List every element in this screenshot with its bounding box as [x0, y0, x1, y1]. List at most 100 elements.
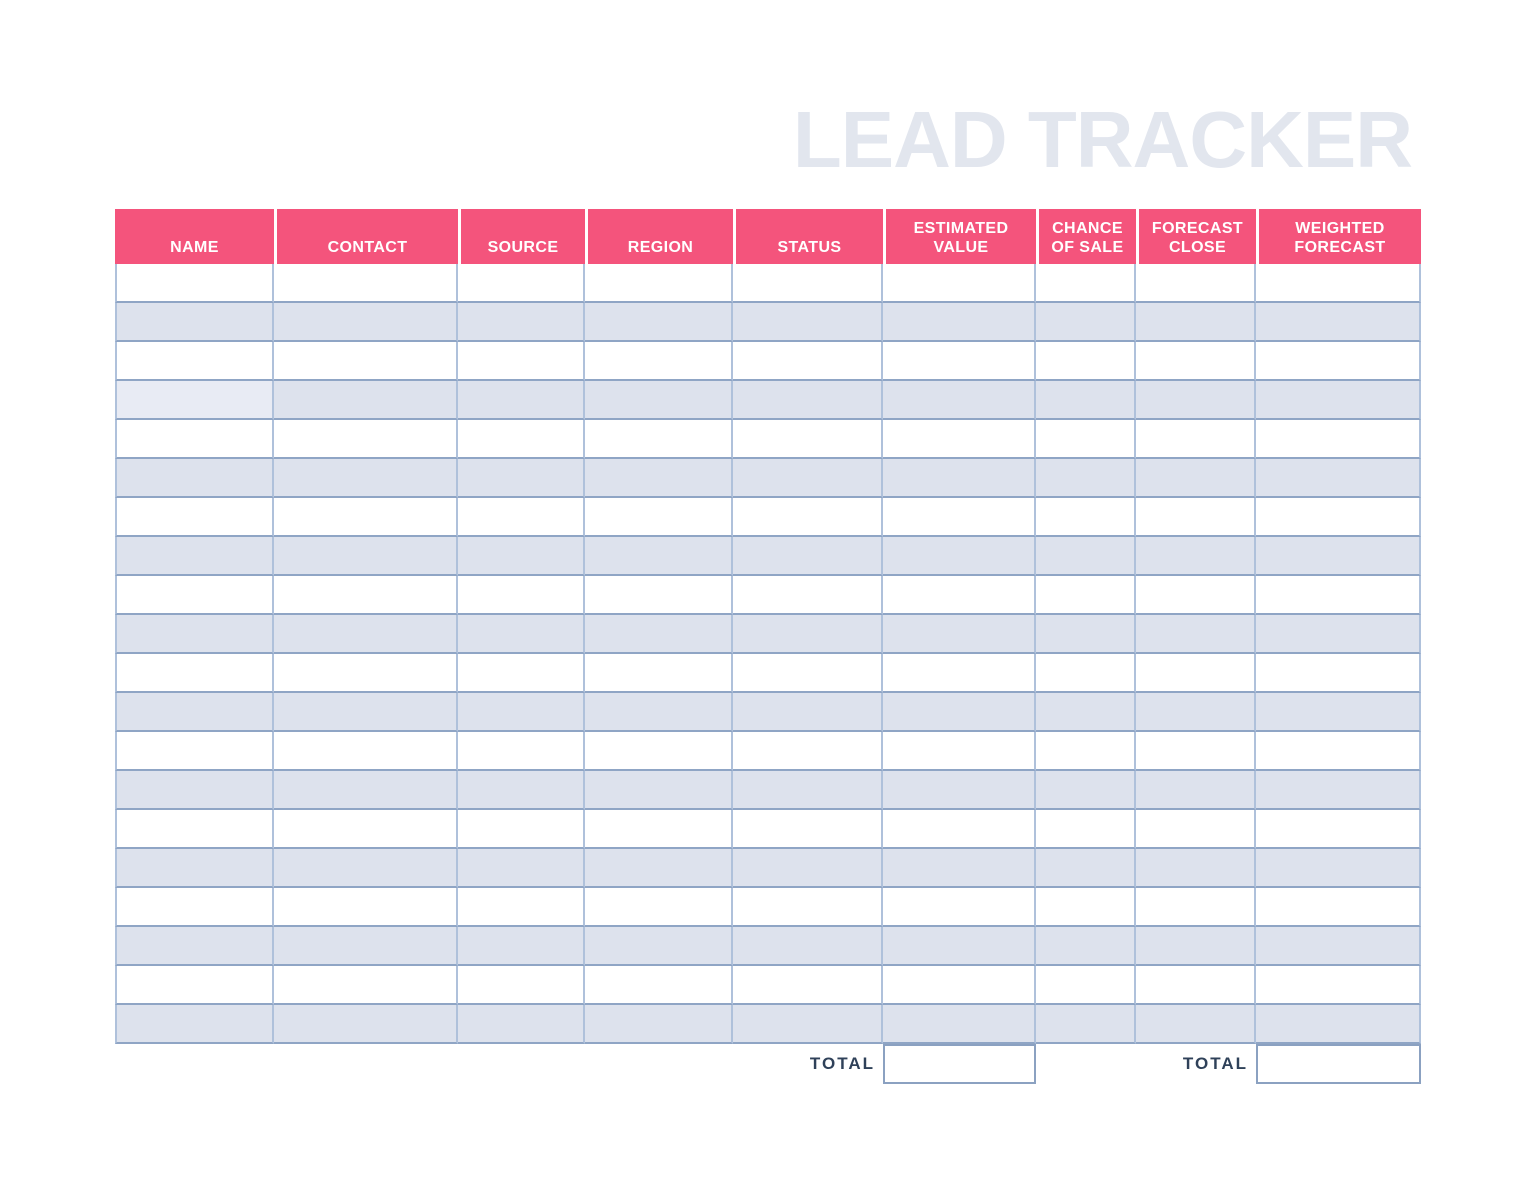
- cell-forecast-close-row-7[interactable]: [1136, 498, 1256, 537]
- cell-chance-of-sale-row-15[interactable]: [1036, 810, 1136, 849]
- cell-status-row-16[interactable]: [733, 849, 883, 888]
- cell-source-row-4[interactable]: [458, 381, 585, 420]
- cell-status-row-12[interactable]: [733, 693, 883, 732]
- cell-status-row-17[interactable]: [733, 888, 883, 927]
- cell-name-row-1[interactable]: [115, 264, 274, 303]
- cell-source-row-17[interactable]: [458, 888, 585, 927]
- cell-weighted-forecast-row-16[interactable]: [1256, 849, 1421, 888]
- cell-region-row-18[interactable]: [585, 927, 733, 966]
- cell-contact-row-6[interactable]: [274, 459, 458, 498]
- cell-contact-row-18[interactable]: [274, 927, 458, 966]
- cell-contact-row-5[interactable]: [274, 420, 458, 459]
- cell-weighted-forecast-row-19[interactable]: [1256, 966, 1421, 1005]
- cell-name-row-20[interactable]: [115, 1005, 274, 1044]
- cell-name-row-5[interactable]: [115, 420, 274, 459]
- cell-status-row-3[interactable]: [733, 342, 883, 381]
- cell-weighted-forecast-row-2[interactable]: [1256, 303, 1421, 342]
- cell-region-row-17[interactable]: [585, 888, 733, 927]
- cell-region-row-15[interactable]: [585, 810, 733, 849]
- cell-contact-row-10[interactable]: [274, 615, 458, 654]
- cell-forecast-close-row-4[interactable]: [1136, 381, 1256, 420]
- cell-chance-of-sale-row-18[interactable]: [1036, 927, 1136, 966]
- cell-forecast-close-row-17[interactable]: [1136, 888, 1256, 927]
- cell-weighted-forecast-row-11[interactable]: [1256, 654, 1421, 693]
- cell-estimated-value-row-1[interactable]: [883, 264, 1036, 303]
- cell-contact-row-1[interactable]: [274, 264, 458, 303]
- cell-estimated-value-row-8[interactable]: [883, 537, 1036, 576]
- cell-estimated-value-row-2[interactable]: [883, 303, 1036, 342]
- cell-forecast-close-row-10[interactable]: [1136, 615, 1256, 654]
- cell-status-row-2[interactable]: [733, 303, 883, 342]
- cell-source-row-13[interactable]: [458, 732, 585, 771]
- cell-name-row-6[interactable]: [115, 459, 274, 498]
- cell-chance-of-sale-row-4[interactable]: [1036, 381, 1136, 420]
- cell-chance-of-sale-row-9[interactable]: [1036, 576, 1136, 615]
- cell-name-row-7[interactable]: [115, 498, 274, 537]
- cell-chance-of-sale-row-3[interactable]: [1036, 342, 1136, 381]
- cell-name-row-19[interactable]: [115, 966, 274, 1005]
- cell-estimated-value-row-6[interactable]: [883, 459, 1036, 498]
- cell-name-row-8[interactable]: [115, 537, 274, 576]
- cell-weighted-forecast-row-9[interactable]: [1256, 576, 1421, 615]
- cell-weighted-forecast-row-12[interactable]: [1256, 693, 1421, 732]
- cell-forecast-close-row-9[interactable]: [1136, 576, 1256, 615]
- cell-source-row-14[interactable]: [458, 771, 585, 810]
- cell-estimated-value-row-10[interactable]: [883, 615, 1036, 654]
- cell-chance-of-sale-row-7[interactable]: [1036, 498, 1136, 537]
- cell-weighted-forecast-row-3[interactable]: [1256, 342, 1421, 381]
- cell-status-row-14[interactable]: [733, 771, 883, 810]
- cell-estimated-value-row-20[interactable]: [883, 1005, 1036, 1044]
- cell-weighted-forecast-row-17[interactable]: [1256, 888, 1421, 927]
- cell-source-row-19[interactable]: [458, 966, 585, 1005]
- cell-region-row-6[interactable]: [585, 459, 733, 498]
- cell-forecast-close-row-11[interactable]: [1136, 654, 1256, 693]
- cell-contact-row-11[interactable]: [274, 654, 458, 693]
- total-estimated-value-box[interactable]: [883, 1044, 1036, 1084]
- cell-contact-row-17[interactable]: [274, 888, 458, 927]
- cell-region-row-2[interactable]: [585, 303, 733, 342]
- cell-source-row-18[interactable]: [458, 927, 585, 966]
- cell-estimated-value-row-4[interactable]: [883, 381, 1036, 420]
- cell-contact-row-4[interactable]: [274, 381, 458, 420]
- cell-estimated-value-row-13[interactable]: [883, 732, 1036, 771]
- cell-source-row-3[interactable]: [458, 342, 585, 381]
- cell-chance-of-sale-row-17[interactable]: [1036, 888, 1136, 927]
- cell-contact-row-2[interactable]: [274, 303, 458, 342]
- cell-name-row-14[interactable]: [115, 771, 274, 810]
- cell-estimated-value-row-14[interactable]: [883, 771, 1036, 810]
- cell-chance-of-sale-row-10[interactable]: [1036, 615, 1136, 654]
- cell-forecast-close-row-15[interactable]: [1136, 810, 1256, 849]
- cell-weighted-forecast-row-13[interactable]: [1256, 732, 1421, 771]
- cell-status-row-10[interactable]: [733, 615, 883, 654]
- cell-chance-of-sale-row-13[interactable]: [1036, 732, 1136, 771]
- cell-forecast-close-row-3[interactable]: [1136, 342, 1256, 381]
- cell-estimated-value-row-3[interactable]: [883, 342, 1036, 381]
- cell-contact-row-12[interactable]: [274, 693, 458, 732]
- cell-status-row-20[interactable]: [733, 1005, 883, 1044]
- cell-estimated-value-row-17[interactable]: [883, 888, 1036, 927]
- cell-contact-row-19[interactable]: [274, 966, 458, 1005]
- cell-source-row-11[interactable]: [458, 654, 585, 693]
- cell-weighted-forecast-row-18[interactable]: [1256, 927, 1421, 966]
- cell-region-row-1[interactable]: [585, 264, 733, 303]
- cell-name-row-15[interactable]: [115, 810, 274, 849]
- cell-name-row-10[interactable]: [115, 615, 274, 654]
- cell-region-row-8[interactable]: [585, 537, 733, 576]
- cell-name-row-17[interactable]: [115, 888, 274, 927]
- cell-source-row-9[interactable]: [458, 576, 585, 615]
- cell-name-row-18[interactable]: [115, 927, 274, 966]
- cell-status-row-19[interactable]: [733, 966, 883, 1005]
- cell-region-row-3[interactable]: [585, 342, 733, 381]
- cell-forecast-close-row-6[interactable]: [1136, 459, 1256, 498]
- cell-chance-of-sale-row-19[interactable]: [1036, 966, 1136, 1005]
- cell-forecast-close-row-16[interactable]: [1136, 849, 1256, 888]
- cell-name-row-11[interactable]: [115, 654, 274, 693]
- cell-chance-of-sale-row-8[interactable]: [1036, 537, 1136, 576]
- cell-source-row-20[interactable]: [458, 1005, 585, 1044]
- cell-contact-row-15[interactable]: [274, 810, 458, 849]
- cell-estimated-value-row-5[interactable]: [883, 420, 1036, 459]
- cell-estimated-value-row-12[interactable]: [883, 693, 1036, 732]
- cell-chance-of-sale-row-20[interactable]: [1036, 1005, 1136, 1044]
- cell-status-row-9[interactable]: [733, 576, 883, 615]
- cell-source-row-16[interactable]: [458, 849, 585, 888]
